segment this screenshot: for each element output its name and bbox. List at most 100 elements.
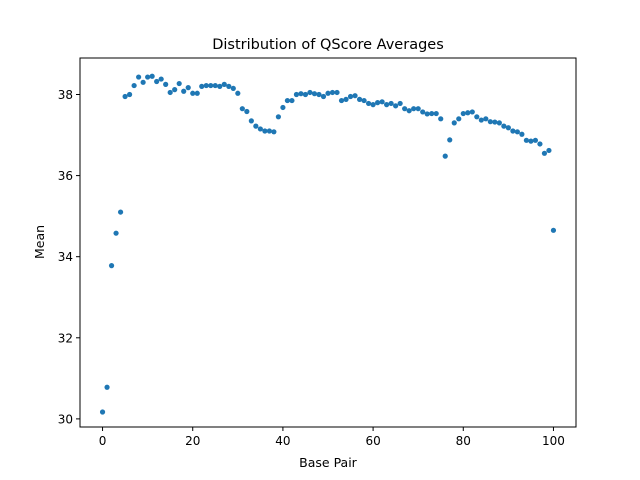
data-point: [253, 123, 259, 129]
data-point: [226, 83, 232, 89]
data-point: [519, 131, 525, 137]
data-point: [397, 100, 403, 107]
data-point: [451, 120, 457, 126]
data-point: [221, 81, 227, 87]
data-point: [289, 97, 295, 104]
data-point: [298, 91, 304, 97]
data-point: [122, 93, 128, 100]
data-point: [266, 128, 272, 134]
x-tick-label: 20: [185, 434, 200, 448]
data-point: [465, 110, 471, 116]
data-point: [185, 85, 191, 91]
data-point: [537, 141, 543, 147]
data-point: [190, 90, 196, 96]
y-tick-label: 36: [58, 169, 73, 183]
data-point: [375, 100, 381, 106]
data-point: [235, 90, 241, 96]
data-point: [136, 74, 142, 80]
data-point: [140, 79, 146, 85]
data-point: [176, 80, 182, 87]
y-tick-label: 32: [58, 331, 73, 345]
data-point: [280, 104, 286, 111]
data-point: [393, 103, 399, 109]
data-point: [447, 137, 453, 143]
data-point: [172, 87, 178, 93]
data-point: [352, 93, 358, 99]
data-point: [424, 111, 430, 117]
data-point: [334, 89, 340, 96]
x-axis-ticks: 0 20 40 60 80 100: [99, 427, 565, 448]
data-point: [541, 150, 548, 156]
data-point: [379, 99, 385, 105]
data-point: [550, 227, 557, 233]
data-point: [492, 119, 498, 125]
data-point: [108, 263, 115, 269]
data-point: [131, 82, 137, 89]
data-point: [501, 123, 507, 129]
data-point: [338, 97, 345, 104]
x-tick-label: 60: [365, 434, 380, 448]
data-point: [244, 108, 250, 115]
data-point: [203, 82, 209, 89]
data-point: [365, 100, 372, 107]
data-point: [343, 96, 349, 102]
data-point: [293, 91, 300, 98]
data-point: [262, 128, 268, 134]
data-point: [356, 96, 363, 102]
data-point: [456, 116, 462, 122]
data-point: [546, 147, 552, 154]
data-point: [478, 117, 484, 123]
data-point: [474, 114, 480, 120]
data-point: [117, 209, 124, 215]
data-point: [514, 129, 520, 135]
data-point: [433, 110, 439, 117]
data-point: [496, 120, 502, 126]
data-point: [149, 73, 155, 79]
data-point: [505, 125, 511, 131]
data-point: [230, 85, 236, 92]
data-point: [104, 384, 110, 390]
data-point: [402, 106, 408, 112]
y-axis-label: Mean: [32, 225, 47, 259]
data-point: [388, 100, 394, 107]
data-point: [415, 106, 421, 112]
data-point: [528, 138, 534, 144]
data-point: [438, 116, 444, 122]
data-point: [257, 126, 263, 132]
data-point: [302, 91, 309, 98]
x-tick-label: 100: [542, 434, 565, 448]
data-point: [329, 89, 336, 96]
plot-frame: [79, 57, 577, 428]
data-point: [411, 106, 417, 112]
data-point: [420, 109, 426, 115]
x-tick-label: 0: [99, 434, 107, 448]
data-point: [275, 114, 281, 120]
data-point: [320, 93, 327, 100]
data-point: [113, 230, 119, 236]
data-point: [271, 129, 277, 135]
data-point: [429, 110, 435, 117]
data-point: [532, 137, 539, 143]
data-point: [99, 409, 106, 415]
data-point: [163, 81, 169, 87]
data-point: [145, 74, 151, 80]
data-point: [167, 89, 173, 96]
data-points: [99, 73, 557, 415]
data-point: [217, 83, 223, 89]
data-point: [325, 90, 331, 96]
data-point: [361, 97, 367, 104]
data-point: [442, 153, 448, 159]
data-point: [406, 108, 412, 114]
y-tick-label: 30: [58, 412, 73, 426]
x-tick-label: 40: [275, 434, 290, 448]
data-point: [284, 97, 291, 104]
data-point: [127, 91, 133, 98]
data-point: [194, 90, 200, 96]
data-point: [510, 128, 516, 134]
x-tick-label: 80: [456, 434, 471, 448]
y-tick-label: 34: [58, 250, 73, 264]
data-point: [347, 93, 354, 100]
